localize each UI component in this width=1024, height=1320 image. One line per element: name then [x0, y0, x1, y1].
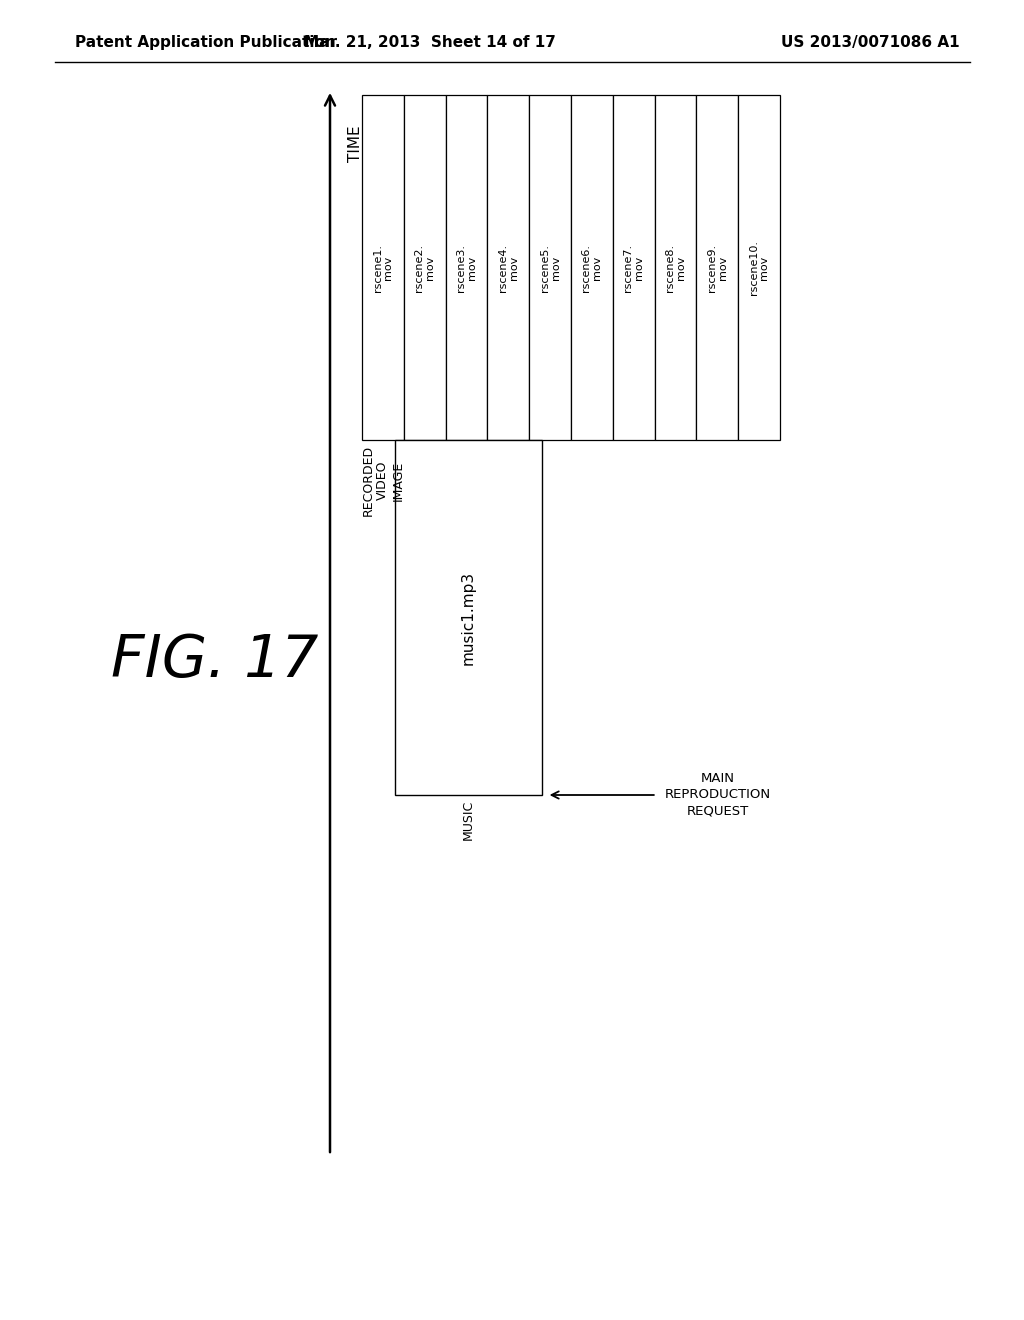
Text: Patent Application Publication: Patent Application Publication [75, 36, 336, 50]
Bar [403, 95, 445, 440]
Text: rscene9.
mov: rscene9. mov [707, 243, 728, 292]
Text: music1.mp3: music1.mp3 [461, 570, 476, 664]
Text: Mar. 21, 2013  Sheet 14 of 17: Mar. 21, 2013 Sheet 14 of 17 [304, 36, 556, 50]
Bar [529, 95, 571, 440]
Text: rscene8.
mov: rscene8. mov [666, 243, 686, 292]
Text: rscene4.
mov: rscene4. mov [498, 243, 519, 292]
Text: rscene2.
mov: rscene2. mov [415, 243, 435, 292]
Bar [571, 95, 612, 440]
Bar [738, 95, 780, 440]
Bar [487, 95, 529, 440]
Text: rscene10.
mov: rscene10. mov [749, 240, 769, 294]
Text: rscene1.
mov: rscene1. mov [373, 243, 393, 292]
Text: TIME: TIME [348, 125, 362, 161]
Text: RECORDED
VIDEO
IMAGE: RECORDED VIDEO IMAGE [361, 445, 404, 516]
Bar [362, 95, 403, 440]
Text: rscene5.
mov: rscene5. mov [540, 243, 560, 292]
Text: MUSIC: MUSIC [462, 800, 475, 841]
Text: MAIN
REPRODUCTION
REQUEST: MAIN REPRODUCTION REQUEST [665, 772, 771, 817]
Text: US 2013/0071086 A1: US 2013/0071086 A1 [781, 36, 961, 50]
Text: FIG. 17: FIG. 17 [112, 631, 318, 689]
Bar [395, 440, 542, 795]
Text: rscene6.
mov: rscene6. mov [582, 243, 602, 292]
Bar [696, 95, 738, 440]
Text: rscene7.
mov: rscene7. mov [624, 243, 644, 292]
Text: rscene3.
mov: rscene3. mov [456, 243, 477, 292]
Bar [445, 95, 487, 440]
Bar [612, 95, 654, 440]
Bar [654, 95, 696, 440]
